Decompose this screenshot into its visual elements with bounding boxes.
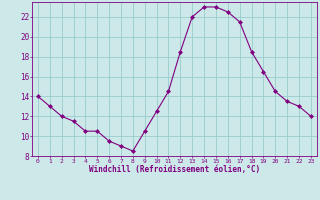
X-axis label: Windchill (Refroidissement éolien,°C): Windchill (Refroidissement éolien,°C) bbox=[89, 165, 260, 174]
